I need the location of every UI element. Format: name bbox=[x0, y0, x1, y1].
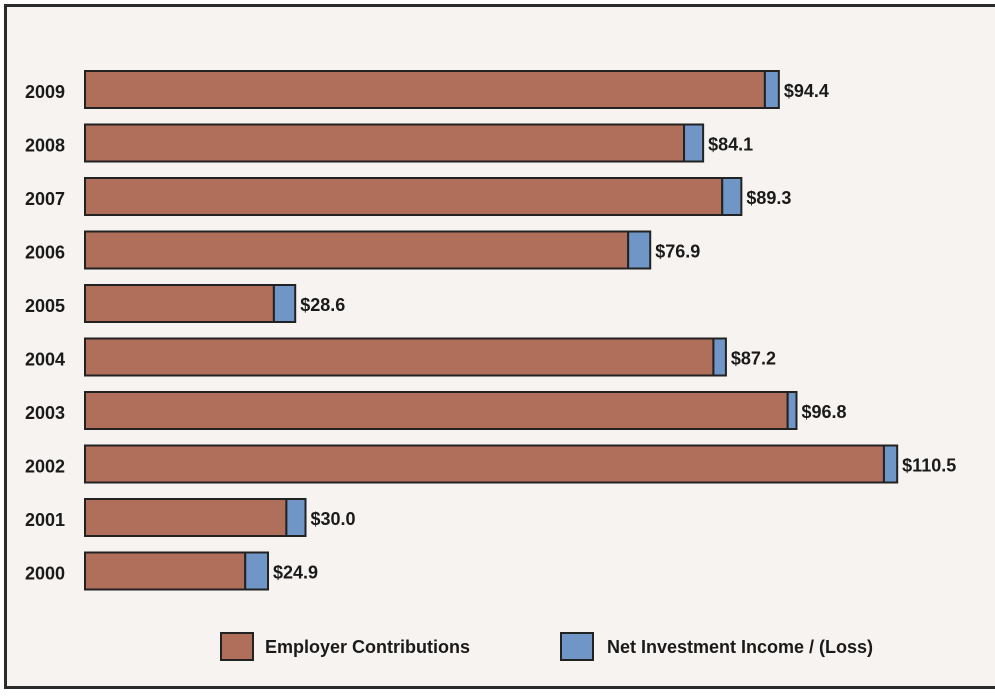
bar-net-investment-income bbox=[763, 70, 780, 109]
bar-employer-contributions bbox=[84, 337, 715, 377]
bar-employer-contributions bbox=[84, 70, 766, 109]
bar-net-investment-income bbox=[285, 498, 307, 537]
value-label: $94.4 bbox=[784, 81, 829, 101]
value-label: $110.5 bbox=[902, 456, 956, 476]
year-label: 2003 bbox=[25, 403, 65, 423]
bar-net-investment-income bbox=[882, 444, 899, 484]
bars-layer: 2009 $94.4 2008 $84.1 2007 $89.3 2006 $76.9 2005… bbox=[25, 70, 956, 591]
bar-net-investment-income bbox=[786, 391, 798, 430]
year-label: 2009 bbox=[25, 82, 65, 102]
bar-net-investment-income bbox=[244, 551, 270, 591]
legend-swatch-net-investment bbox=[560, 632, 594, 661]
year-label: 2008 bbox=[25, 136, 65, 156]
year-label: 2001 bbox=[25, 510, 65, 530]
bar-employer-contributions bbox=[84, 123, 686, 163]
chart-panel: 2009 $94.4 2008 $84.1 2007 $89.3 2006 $76.9 2005… bbox=[4, 4, 995, 689]
bar-net-investment-income bbox=[721, 177, 743, 216]
value-label: $28.6 bbox=[300, 295, 345, 315]
year-label: 2000 bbox=[25, 564, 65, 584]
value-label: $96.8 bbox=[801, 402, 846, 422]
year-label: 2004 bbox=[25, 350, 65, 370]
bar-employer-contributions bbox=[84, 551, 247, 591]
bar-employer-contributions bbox=[84, 230, 630, 270]
legend-label-employer: Employer Contributions bbox=[265, 637, 470, 657]
value-label: $87.2 bbox=[731, 349, 776, 369]
bar-employer-contributions bbox=[84, 444, 885, 484]
legend-label-net-investment: Net Investment Income / (Loss) bbox=[607, 637, 873, 657]
bar-employer-contributions bbox=[84, 284, 275, 323]
value-label: $89.3 bbox=[746, 188, 791, 208]
bar-net-investment-income bbox=[272, 284, 297, 323]
legend: Employer Contributions Net Investment In… bbox=[220, 632, 873, 661]
legend-swatch-employer bbox=[220, 632, 254, 661]
value-label: $24.9 bbox=[273, 563, 318, 583]
bar-net-investment-income bbox=[712, 337, 727, 377]
bar-employer-contributions bbox=[84, 391, 789, 430]
year-label: 2006 bbox=[25, 243, 65, 263]
bar-employer-contributions bbox=[84, 177, 724, 216]
bar-net-investment-income bbox=[683, 123, 705, 163]
bar-net-investment-income bbox=[627, 230, 652, 270]
stacked-bar-chart: 2009 $94.4 2008 $84.1 2007 $89.3 2006 $76.9 2005… bbox=[25, 70, 956, 661]
value-label: $84.1 bbox=[708, 135, 753, 155]
bar-employer-contributions bbox=[84, 498, 288, 537]
value-label: $30.0 bbox=[311, 509, 356, 529]
year-label: 2002 bbox=[25, 457, 65, 477]
year-label: 2005 bbox=[25, 296, 65, 316]
value-label: $76.9 bbox=[655, 242, 700, 262]
year-label: 2007 bbox=[25, 189, 65, 209]
